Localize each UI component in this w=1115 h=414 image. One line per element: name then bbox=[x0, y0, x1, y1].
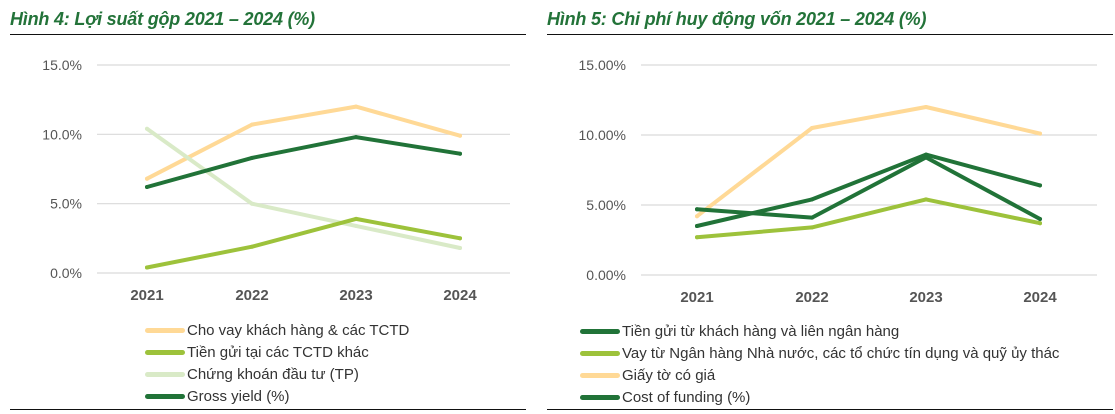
legend-label: Vay từ Ngân hàng Nhà nước, các tổ chức t… bbox=[622, 344, 1060, 362]
x-tick-label: 2024 bbox=[443, 287, 477, 304]
data-point bbox=[145, 265, 149, 270]
y-tick-label: 15.00% bbox=[579, 57, 626, 73]
data-point bbox=[145, 185, 149, 189]
data-point bbox=[810, 126, 814, 130]
legend-label: Cho vay khách hàng & các TCTD bbox=[187, 321, 410, 339]
legend-swatch bbox=[580, 328, 620, 334]
figure-5-title: Hình 5: Chi phí huy động vốn 2021 – 2024… bbox=[547, 9, 927, 29]
y-tick-label: 0.00% bbox=[586, 267, 626, 283]
data-point bbox=[354, 135, 358, 140]
data-point bbox=[924, 105, 928, 109]
data-point bbox=[354, 216, 358, 221]
legend-item: Tiền gửi từ khách hàng và liên ngân hàng bbox=[580, 320, 1059, 342]
series-line-3 bbox=[145, 126, 462, 250]
data-point bbox=[250, 244, 254, 249]
data-point bbox=[145, 126, 149, 131]
legend-swatch bbox=[145, 371, 185, 377]
y-tick-label: 10.00% bbox=[579, 127, 626, 143]
legend-label: Tiền gửi từ khách hàng và liên ngân hàng bbox=[622, 322, 900, 340]
data-point bbox=[1038, 217, 1042, 221]
series-line-1 bbox=[145, 104, 462, 181]
data-point bbox=[695, 224, 699, 228]
legend-swatch bbox=[145, 393, 185, 399]
x-tick-label: 2023 bbox=[909, 289, 942, 306]
data-point bbox=[810, 197, 814, 202]
legend-item: Cost of funding (%) bbox=[580, 386, 1059, 408]
x-tick-label: 2024 bbox=[1023, 289, 1057, 306]
series-line-2 bbox=[695, 197, 1042, 240]
series-line-1 bbox=[695, 152, 1042, 228]
series-line-3 bbox=[695, 105, 1042, 219]
data-point bbox=[354, 104, 358, 109]
data-point bbox=[810, 215, 814, 220]
legend-item: Giấy tờ có giá bbox=[580, 364, 1059, 386]
series-line-4 bbox=[695, 155, 1042, 221]
data-point bbox=[458, 133, 462, 138]
data-point bbox=[250, 122, 254, 127]
figure-4-panel: Hình 4: Lợi suất gộp 2021 – 2024 (%) 0.0… bbox=[10, 0, 526, 414]
x-tick-label: 2022 bbox=[235, 287, 268, 304]
figure-4-title: Hình 4: Lợi suất gộp 2021 – 2024 (%) bbox=[10, 9, 315, 29]
legend-swatch bbox=[580, 372, 620, 378]
figure-4-legend: Cho vay khách hàng & các TCTD Tiền gửi tạ… bbox=[145, 319, 409, 407]
legend-item: Chứng khoán đầu tư (TP) bbox=[145, 363, 409, 385]
x-tick-label: 2023 bbox=[339, 287, 372, 304]
legend-label: Gross yield (%) bbox=[187, 387, 290, 405]
legend-item: Tiền gửi tại các TCTD khác bbox=[145, 341, 409, 363]
legend-item: Cho vay khách hàng & các TCTD bbox=[145, 319, 409, 341]
data-point bbox=[695, 214, 699, 219]
cost-of-funding-chart: 0.00% 5.00% 10.00% 15.00% 2021 2022 2023 2024 bbox=[579, 57, 1097, 306]
data-point bbox=[1038, 131, 1042, 136]
legend-label: Cost of funding (%) bbox=[622, 388, 751, 406]
y-tick-label: 15.0% bbox=[42, 57, 82, 73]
data-point bbox=[458, 236, 462, 241]
data-point bbox=[810, 225, 814, 230]
legend-label: Giấy tờ có giá bbox=[622, 366, 716, 384]
bottom-divider bbox=[10, 409, 526, 410]
legend-item: Gross yield (%) bbox=[145, 385, 409, 407]
figure-5-legend: Tiền gửi từ khách hàng và liên ngân hàng… bbox=[580, 320, 1059, 408]
legend-swatch bbox=[145, 327, 185, 333]
data-point bbox=[354, 223, 358, 228]
series-line-2 bbox=[145, 216, 462, 270]
y-tick-label: 5.00% bbox=[586, 197, 626, 213]
data-point bbox=[695, 235, 699, 240]
y-tick-label: 5.0% bbox=[50, 196, 82, 212]
data-point bbox=[145, 176, 149, 181]
x-tick-label: 2021 bbox=[130, 287, 163, 304]
data-point bbox=[250, 155, 254, 160]
bottom-divider bbox=[547, 409, 1113, 410]
data-point bbox=[695, 207, 699, 212]
legend-label: Tiền gửi tại các TCTD khác bbox=[187, 343, 369, 361]
legend-swatch bbox=[580, 394, 620, 400]
data-point bbox=[250, 201, 254, 206]
data-point bbox=[1038, 183, 1042, 188]
legend-swatch bbox=[145, 349, 185, 355]
series-line-4 bbox=[145, 135, 462, 189]
gross-yield-chart: 0.0% 5.0% 10.0% 15.0% 2021 2022 2023 2024 bbox=[42, 57, 510, 304]
figure-5-panel: Hình 5: Chi phí huy động vốn 2021 – 2024… bbox=[547, 0, 1113, 414]
x-tick-label: 2021 bbox=[680, 289, 713, 306]
legend-label: Chứng khoán đầu tư (TP) bbox=[187, 365, 359, 383]
data-point bbox=[924, 152, 928, 157]
legend-item: Vay từ Ngân hàng Nhà nước, các tổ chức t… bbox=[580, 342, 1059, 364]
data-point bbox=[458, 246, 462, 250]
data-point bbox=[458, 151, 462, 156]
data-point bbox=[1038, 221, 1042, 226]
y-tick-label: 10.0% bbox=[42, 126, 82, 142]
data-point bbox=[924, 197, 928, 202]
title-divider bbox=[10, 34, 526, 35]
x-tick-label: 2022 bbox=[795, 289, 828, 306]
legend-swatch bbox=[580, 350, 620, 356]
y-tick-label: 0.0% bbox=[50, 265, 82, 281]
title-divider bbox=[547, 34, 1113, 35]
